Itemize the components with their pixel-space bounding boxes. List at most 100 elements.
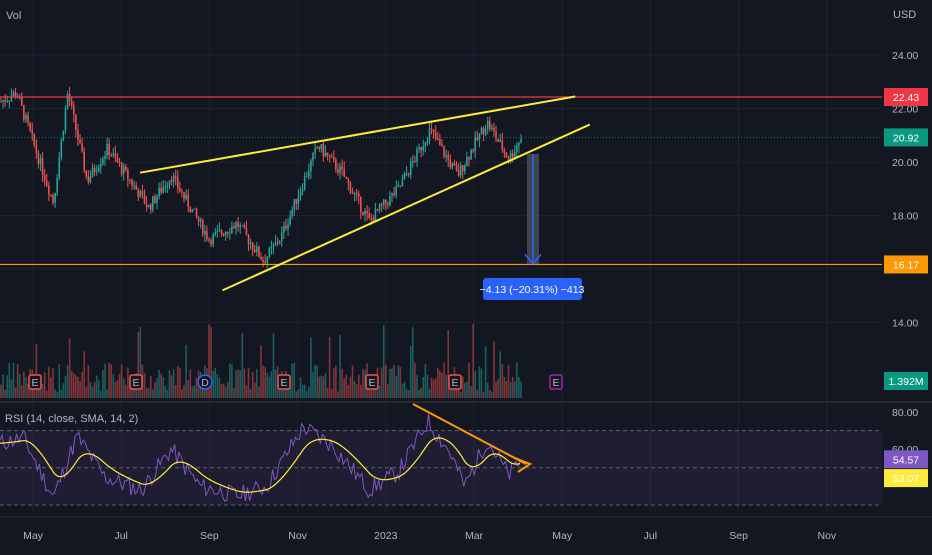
candle-body <box>409 161 412 175</box>
volume-bar <box>341 368 343 398</box>
volume-bar <box>235 370 237 398</box>
volume-bar <box>399 367 402 398</box>
volume-bar <box>326 387 329 398</box>
volume-bar <box>77 376 79 398</box>
time-axis-tick: Jul <box>644 530 657 542</box>
candle-body <box>320 144 323 150</box>
candle-body <box>482 127 485 134</box>
price-axis-tick: 20.00 <box>892 157 918 169</box>
volume-bar <box>112 374 115 398</box>
grid-lines <box>0 0 882 515</box>
volume-bar <box>268 376 271 398</box>
volume-bar <box>83 351 85 398</box>
volume-bar <box>50 377 52 398</box>
volume-bar <box>154 382 156 398</box>
candle-body <box>97 167 100 172</box>
volume-bar <box>482 391 485 398</box>
earnings-marker-shape <box>129 374 143 390</box>
candle-body <box>100 163 102 168</box>
candle-body <box>489 120 491 129</box>
volume-bar <box>260 345 262 398</box>
candle-body <box>403 173 406 180</box>
volume-label: Vol <box>6 10 22 22</box>
candle-body <box>380 204 383 206</box>
candle-body <box>249 243 252 245</box>
volume-bar <box>56 391 58 398</box>
candle-body <box>308 171 310 177</box>
candle-body <box>330 156 333 158</box>
candle-body <box>276 242 279 244</box>
rsi-indicator-label[interactable]: RSI (14, close, SMA, 14, 2) <box>5 413 139 425</box>
candle-body <box>218 230 221 232</box>
candle-body <box>45 180 48 186</box>
volume-bar <box>231 364 233 398</box>
volume-bar <box>149 376 152 398</box>
volume-bar <box>270 371 273 398</box>
volume-bar <box>174 385 177 398</box>
candle-body <box>326 152 329 156</box>
candle-body <box>360 196 362 212</box>
candle-body <box>120 162 123 174</box>
volume-bar <box>245 385 248 398</box>
volume-bar <box>308 386 310 398</box>
candle-body <box>118 162 121 164</box>
candle-body <box>85 170 88 177</box>
volume-bar <box>337 391 339 398</box>
volume-bar <box>222 383 225 398</box>
candle-body <box>426 140 429 144</box>
candle-body <box>339 166 341 173</box>
candle-body <box>468 156 470 160</box>
candle-body <box>511 153 514 158</box>
volume-bar <box>441 372 443 398</box>
volume-bar <box>503 376 506 398</box>
candle-body <box>414 161 416 163</box>
candle-body <box>424 143 427 147</box>
candle-body <box>43 174 46 181</box>
volume-bar <box>505 380 508 398</box>
candle-body <box>73 105 75 115</box>
currency-label: USD <box>893 9 917 21</box>
volume-bar <box>378 385 381 398</box>
volume-bar <box>451 390 454 398</box>
volume-bar <box>62 382 65 398</box>
price-axis-tick: 14.00 <box>892 318 918 330</box>
volume-bar <box>466 381 468 398</box>
candle-body <box>137 189 140 198</box>
candle-body <box>222 234 225 236</box>
candle-body <box>89 176 92 183</box>
candle-body <box>208 239 210 241</box>
candle-body <box>168 180 171 186</box>
candle-body <box>239 225 241 227</box>
time-axis-tick: Jul <box>114 530 127 542</box>
candle-body <box>264 261 266 264</box>
price-axis-tick: 18.00 <box>892 211 918 223</box>
candle-body <box>229 232 231 234</box>
candle-body <box>441 144 443 147</box>
earnings-marker-shape <box>448 374 462 390</box>
volume-bar <box>380 367 383 398</box>
candle-body <box>158 187 160 197</box>
volume-bar <box>45 390 48 398</box>
candle-body <box>486 120 489 129</box>
candle-body <box>449 159 452 168</box>
candle-body <box>270 246 273 249</box>
candle-body <box>472 149 474 151</box>
volume-bar <box>459 391 462 398</box>
candle-body <box>237 222 239 227</box>
event-marker-text: D <box>201 377 209 389</box>
volume-bar <box>278 383 281 398</box>
dividend-marker-shape <box>197 374 213 390</box>
volume-bar <box>23 371 25 398</box>
candle-body <box>210 240 212 245</box>
volume-badge-box <box>884 372 928 390</box>
volume-bar <box>216 374 219 398</box>
candle-body <box>443 146 445 157</box>
candle-body <box>37 152 40 164</box>
candle-body <box>64 108 67 131</box>
volume-bar <box>339 334 341 398</box>
candle-body <box>195 208 198 217</box>
candle-body <box>18 97 21 99</box>
